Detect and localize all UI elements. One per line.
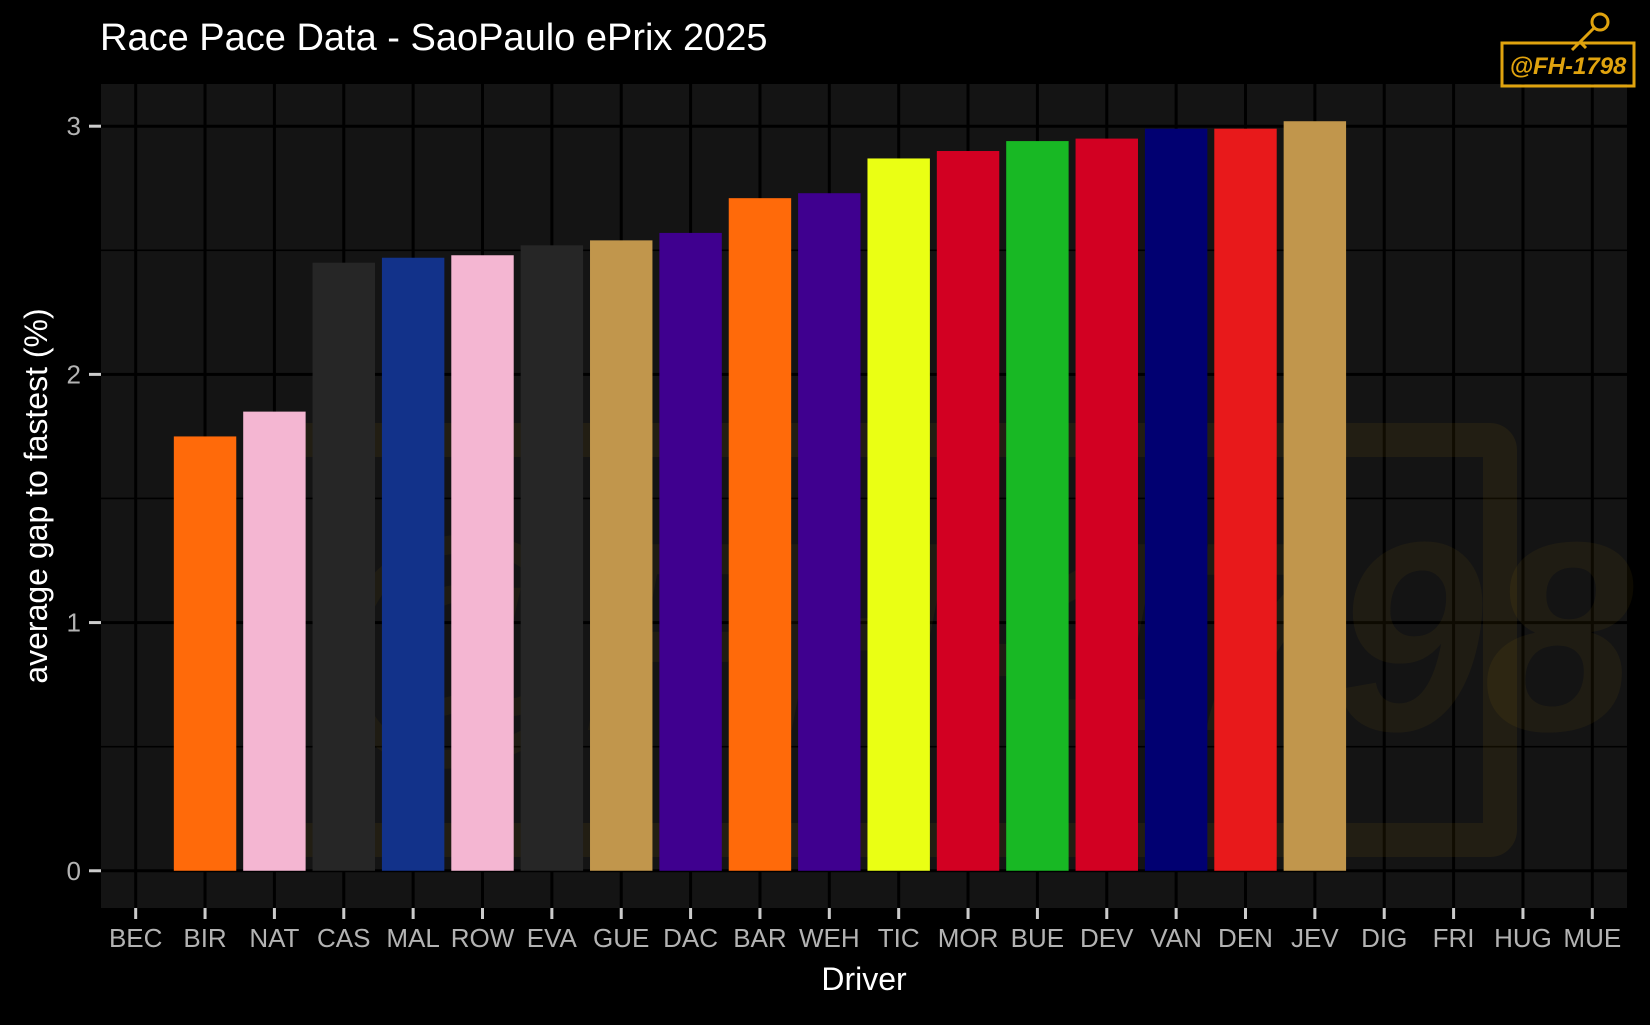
bar-bar bbox=[728, 198, 792, 871]
bar-den bbox=[1214, 128, 1277, 871]
bar-mor bbox=[936, 151, 1000, 871]
x-tick-label: HUG bbox=[1494, 923, 1552, 953]
watermark-logo-text: @FH-1798 bbox=[1510, 53, 1627, 80]
bars-layer bbox=[173, 121, 1347, 871]
x-tick-label: CAS bbox=[317, 923, 370, 953]
x-tick-label: VAN bbox=[1150, 923, 1202, 953]
bar-bir bbox=[173, 436, 237, 871]
x-tick-label: TIC bbox=[878, 923, 920, 953]
bar-dev bbox=[1075, 138, 1138, 871]
x-tick-label: DAC bbox=[663, 923, 718, 953]
x-tick-label: DIG bbox=[1361, 923, 1407, 953]
x-tick-label: MAL bbox=[386, 923, 439, 953]
x-tick-label: MOR bbox=[938, 923, 999, 953]
bar-bue bbox=[1006, 141, 1069, 871]
bar-mal bbox=[381, 257, 445, 871]
chart-title: Race Pace Data - SaoPaulo ePrix 2025 bbox=[100, 17, 768, 59]
x-axis-label: Driver bbox=[821, 961, 907, 997]
y-tick-label: 2 bbox=[67, 359, 81, 389]
y-axis-label: average gap to fastest (%) bbox=[18, 308, 54, 683]
y-axis: 0 1 2 3 bbox=[67, 111, 101, 886]
x-tick-label: FRI bbox=[1433, 923, 1475, 953]
x-axis: BEC BIR NAT CAS MAL ROW EVA GUE DAC BAR WEH TIC MOR B… bbox=[109, 908, 1621, 953]
x-tick-label: BUE bbox=[1011, 923, 1064, 953]
bar-cas bbox=[312, 262, 375, 871]
x-tick-label: DEV bbox=[1080, 923, 1134, 953]
y-tick-label: 3 bbox=[67, 111, 81, 141]
x-tick-label: EVA bbox=[527, 923, 578, 953]
bar-jev bbox=[1283, 121, 1347, 871]
y-tick-label: 1 bbox=[67, 608, 81, 638]
bar-weh bbox=[798, 193, 861, 871]
x-tick-label: BEC bbox=[109, 923, 162, 953]
watermark-logo-frame bbox=[1500, 41, 1636, 88]
y-tick-label: 0 bbox=[67, 856, 81, 886]
x-tick-label: BIR bbox=[183, 923, 226, 953]
bar-eva bbox=[520, 245, 584, 871]
bar-row bbox=[451, 255, 514, 871]
x-tick-label: GUE bbox=[593, 923, 649, 953]
key-icon bbox=[1570, 12, 1610, 52]
x-tick-label: ROW bbox=[451, 923, 515, 953]
bar-tic bbox=[867, 158, 930, 871]
x-tick-label: NAT bbox=[249, 923, 299, 953]
x-tick-label: BAR bbox=[733, 923, 786, 953]
bar-gue bbox=[590, 240, 653, 871]
x-tick-label: DEN bbox=[1218, 923, 1273, 953]
watermark-logo: @FH-1798 bbox=[1500, 12, 1636, 88]
x-tick-label: MUE bbox=[1563, 923, 1621, 953]
bar-dac bbox=[659, 232, 722, 871]
x-tick-label: WEH bbox=[799, 923, 860, 953]
bar-van bbox=[1144, 128, 1208, 871]
x-tick-label: JEV bbox=[1291, 923, 1339, 953]
bar-nat bbox=[243, 411, 306, 871]
